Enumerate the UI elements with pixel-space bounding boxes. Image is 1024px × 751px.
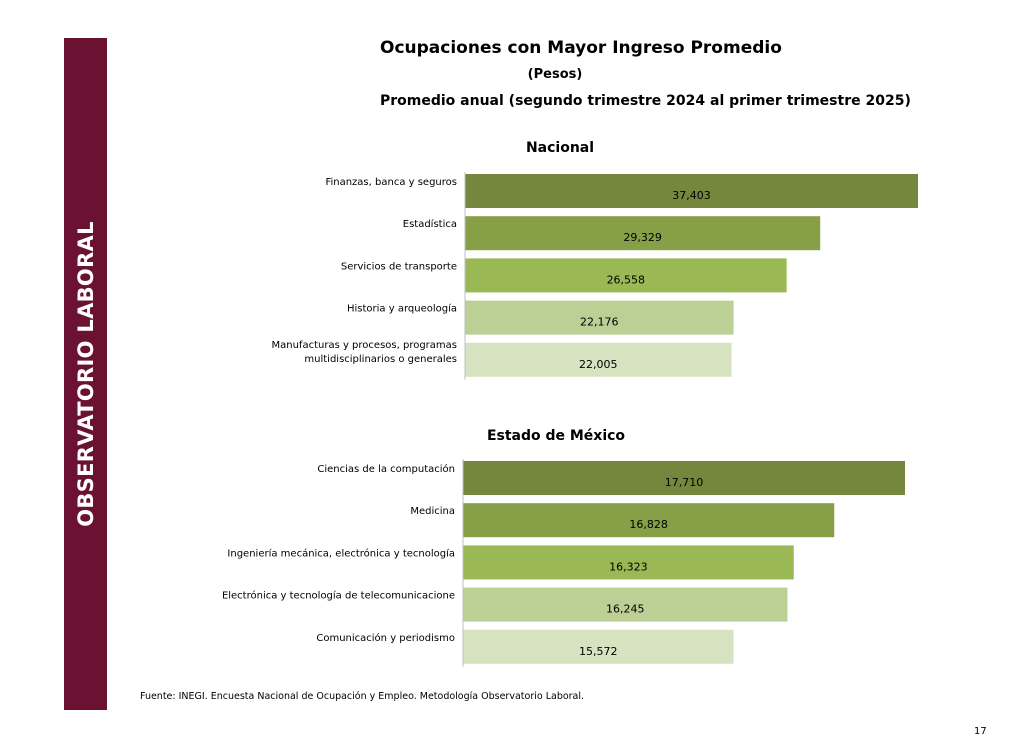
page-number: 17	[974, 726, 987, 737]
sidebar-band: OBSERVATORIO LABORAL	[64, 38, 107, 710]
value-label: 16,323	[609, 560, 648, 573]
category-label: Ciencias de la computación	[317, 463, 455, 475]
value-label: 37,403	[672, 189, 711, 202]
bar	[463, 629, 734, 664]
bar	[465, 216, 821, 251]
page-subtitle: (Pesos)	[527, 67, 583, 82]
category-label: Manufacturas y procesos, programas	[272, 340, 458, 351]
bar	[463, 587, 788, 622]
category-label: Historia y arqueología	[347, 303, 457, 315]
category-label: Finanzas, banca y seguros	[325, 177, 457, 188]
category-label: Medicina	[410, 506, 455, 517]
value-label: 26,558	[607, 273, 646, 286]
bar	[465, 174, 918, 208]
bar	[463, 545, 794, 580]
value-label: 22,176	[580, 316, 619, 329]
bar	[465, 258, 787, 293]
category-label: Comunicación y periodismo	[316, 632, 455, 644]
category-label: Ingeniería mecánica, electrónica y tecno…	[227, 547, 455, 559]
bar	[463, 461, 905, 495]
bar	[465, 342, 732, 377]
category-label: multidisciplinarios o generales	[304, 354, 457, 365]
value-label: 17,710	[665, 476, 704, 489]
chart-title: Nacional	[526, 140, 594, 156]
source-note: Fuente: INEGI. Encuesta Nacional de Ocup…	[140, 691, 585, 702]
page-title: Ocupaciones con Mayor Ingreso Promedio	[380, 38, 782, 58]
chart-title: Estado de México	[487, 428, 625, 444]
value-label: 16,245	[606, 603, 645, 616]
value-label: 15,572	[579, 645, 618, 658]
category-label: Servicios de transporte	[341, 261, 457, 272]
category-label: Estadística	[403, 218, 457, 230]
bar	[465, 300, 734, 335]
value-label: 29,329	[623, 231, 662, 244]
value-label: 22,005	[579, 358, 618, 371]
bar-chart-2: Estado de México 17,710 Ciencias de la com…	[222, 428, 905, 667]
bar	[463, 503, 835, 538]
bar-chart-1: Nacional 37,403 Finanzas, banca y seguros 2…	[272, 140, 918, 380]
value-label: 16,828	[629, 518, 668, 531]
category-label: Electrónica y tecnología de telecomunica…	[222, 590, 455, 602]
